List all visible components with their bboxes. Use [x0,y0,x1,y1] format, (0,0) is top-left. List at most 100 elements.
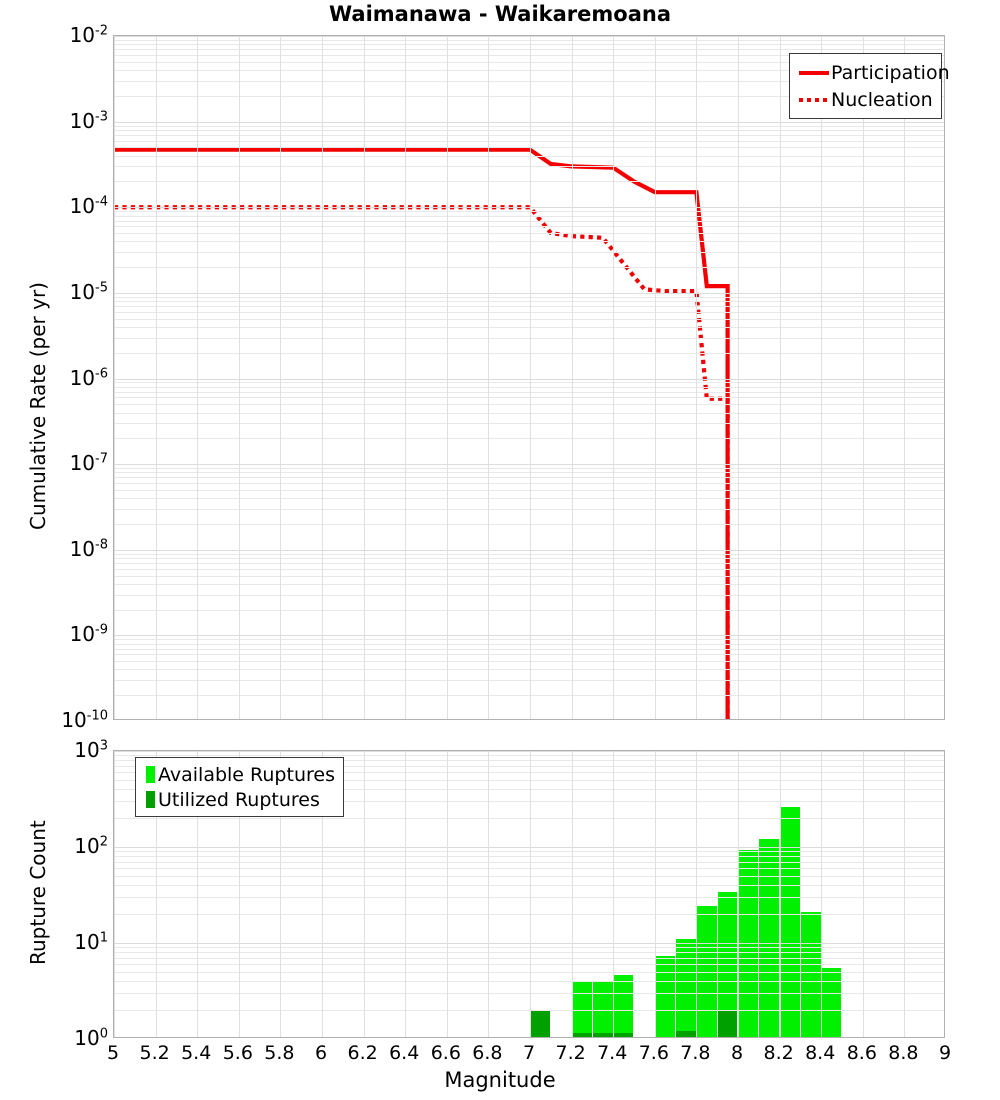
y-tick-label: 10-10 [61,708,108,732]
x-tick-label: 8.8 [888,1042,919,1064]
grid-line-vertical [738,36,739,719]
grid-line [114,468,944,470]
grid-line [114,755,944,757]
grid-line [114,44,944,46]
grid-line [114,181,944,183]
grid-line [114,669,944,671]
grid-line [114,215,944,217]
bar-utilized-ruptures [717,1010,738,1037]
grid-line [114,378,944,380]
grid-line-vertical [322,751,323,1037]
grid-line [114,397,944,399]
grid-line [114,382,944,384]
legend-label-available-ruptures: Available Ruptures [158,763,335,786]
x-tick-label: 9 [938,1042,952,1064]
grid-line [114,508,944,510]
grid-line [114,267,944,269]
grid-line [114,801,944,803]
grid-line-vertical [155,751,157,1037]
utilized-ruptures-swatch-icon [142,791,158,808]
x-tick-label: 5.4 [181,1042,212,1064]
rupture-count-plot-area [113,750,945,1038]
bar-available-ruptures [593,981,613,1037]
grid-line-vertical [114,36,115,719]
grid-line [114,438,944,440]
y-tick-label: 10-9 [69,622,108,647]
grid-line [114,49,944,51]
chart-title: Waimanawa - Waikaremoana [329,2,671,26]
grid-line [114,326,944,328]
grid-line-vertical [488,36,490,719]
grid-line [114,875,944,877]
bar-available-ruptures [759,839,779,1037]
y-tick-label: 10-7 [69,451,108,476]
grid-line [114,80,944,82]
grid-line [114,943,944,944]
grid-line [114,952,944,954]
bar-available-ruptures [801,912,821,1037]
x-tick-label: 6 [314,1042,328,1064]
x-axis-label: Magnitude [444,1068,556,1092]
x-tick-label: 8.2 [763,1042,794,1064]
grid-line [114,765,944,767]
bar-available-ruptures [780,807,800,1037]
y-tick-label: 10-5 [69,279,108,304]
grid-line [114,226,944,228]
legend-item-available-ruptures: Available Ruptures [142,762,335,787]
x-tick-label: 7.8 [680,1042,711,1064]
grid-line [114,140,944,142]
grid-line [114,129,944,131]
y-tick-label: 10-8 [69,536,108,561]
grid-line-vertical [446,751,448,1037]
x-tick-label: 8.4 [805,1042,836,1064]
grid-line [114,489,944,491]
grid-line-vertical [363,36,365,719]
grid-line-vertical [862,36,864,719]
grid-line [114,241,944,243]
grid-line [114,464,944,466]
grid-line [114,70,944,72]
legend-label-nucleation: Nucleation [831,88,933,111]
participation-line-icon [797,70,831,75]
grid-line-vertical [405,36,407,719]
grid-line-vertical [654,36,656,719]
grid-line [114,993,944,995]
bar-utilized-ruptures [676,1030,696,1037]
legend-label-participation: Participation [831,61,950,84]
x-tick-label: 6.8 [472,1042,503,1064]
x-tick-label: 7 [522,1042,536,1064]
x-tick-label: 8.6 [846,1042,877,1064]
grid-line [114,477,944,479]
grid-line [114,558,944,560]
grid-line [114,1010,944,1012]
grid-line [114,337,944,339]
grid-line [114,155,944,157]
grid-line [114,583,944,585]
grid-line [114,575,944,577]
grid-line-vertical [904,751,906,1037]
grid-line [114,125,944,127]
grid-line [114,472,944,474]
grid-line [114,885,944,887]
top-panel-y-axis-label: Cumulative Rate (per yr) [26,282,50,530]
grid-line [114,147,944,149]
grid-line [114,423,944,425]
grid-line [114,779,944,781]
grid-line-vertical [904,36,906,719]
grid-line [114,54,944,56]
grid-line [114,947,944,949]
grid-line [114,166,944,168]
cumulative-rate-plot-area [113,35,945,720]
grid-line [114,296,944,298]
grid-line [114,563,944,564]
grid-line [114,789,944,791]
bar-available-ruptures [676,939,696,1037]
y-tick-label: 10-4 [69,194,108,219]
legend-item-utilized-ruptures: Utilized Ruptures [142,787,334,812]
bar-available-ruptures [613,975,634,1037]
grid-line [114,868,944,870]
grid-line-vertical [779,751,781,1037]
y-tick-label: 102 [74,834,108,858]
y-tick-label: 103 [74,738,108,762]
